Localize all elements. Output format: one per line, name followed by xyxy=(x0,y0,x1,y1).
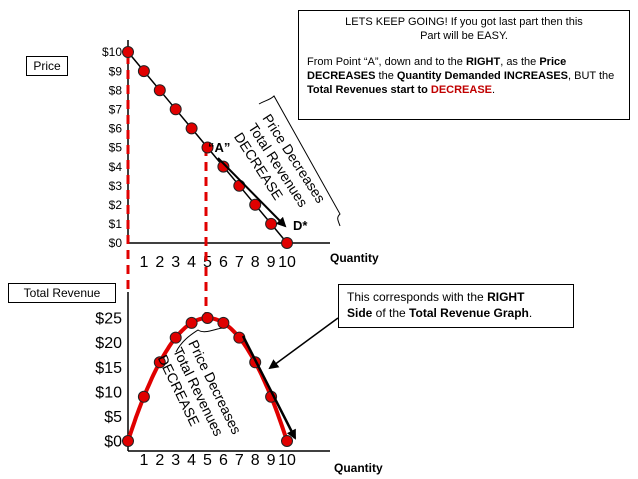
y-tick-label: $5 xyxy=(104,409,122,426)
x-tick-label: 9 xyxy=(267,254,276,271)
note-quantity: Quantity Demanded INCREASES xyxy=(396,70,569,82)
data-point xyxy=(281,435,293,447)
x-tick-label: 4 xyxy=(187,452,196,469)
correspondence-note: This corresponds with the RIGHT Side of t… xyxy=(338,284,574,328)
data-point xyxy=(169,331,182,344)
x-tick-label: 2 xyxy=(155,254,164,271)
data-point xyxy=(249,198,262,211)
note-text: , BUT the xyxy=(568,70,615,82)
note-heading: LETS KEEP GOING! If you got last part th… xyxy=(307,15,621,43)
note-text: . xyxy=(492,84,496,96)
y-tick-label: $4 xyxy=(109,160,123,174)
point-a-label: “A” xyxy=(208,140,230,155)
y-tick-label: $25 xyxy=(95,311,122,328)
side-note-text: This corresponds with the xyxy=(347,290,488,304)
pointer-arrow xyxy=(268,317,339,370)
side-note-trg: Total Revenue Graph xyxy=(409,306,529,320)
x-tick-label: 5 xyxy=(203,452,212,469)
side-note-text: of the xyxy=(372,306,410,320)
y-tick-label: $0 xyxy=(104,434,122,451)
y-tick-label: $8 xyxy=(109,83,123,97)
bottom-brace-text: Price Decreases Total Revenues DECREASE xyxy=(155,337,245,438)
total-revenue-axis-label-box: Total Revenue xyxy=(8,283,116,303)
data-point xyxy=(185,122,198,135)
y-tick-label: $6 xyxy=(109,122,123,136)
bottom-brace xyxy=(175,327,223,353)
y-tick-label: $3 xyxy=(109,179,123,193)
y-tick-label: $10 xyxy=(95,384,122,401)
data-point xyxy=(153,84,166,97)
x-tick-label: 8 xyxy=(251,254,260,271)
quantity-label-top: Quantity xyxy=(330,251,379,265)
side-note-right: RIGHT xyxy=(487,290,525,304)
y-tick-label: $2 xyxy=(109,198,123,212)
note-price: Price xyxy=(539,56,567,68)
note-text: From Point “A”, down and to the xyxy=(307,56,466,68)
top-brace xyxy=(258,95,341,227)
x-tick-label: 1 xyxy=(139,254,148,271)
x-tick-label: 10 xyxy=(278,254,296,271)
x-tick-label: 7 xyxy=(235,254,244,271)
side-note-text: . xyxy=(528,306,533,320)
x-tick-label: 5 xyxy=(203,254,212,271)
note-heading-line-1: LETS KEEP GOING! If you got last part th… xyxy=(345,16,583,28)
data-point xyxy=(201,141,214,154)
quantity-label-bottom: Quantity xyxy=(334,461,383,475)
note-body: From Point “A”, down and to the RIGHT, a… xyxy=(307,55,621,97)
x-tick-label: 3 xyxy=(171,254,180,271)
x-tick-label: 4 xyxy=(187,254,196,271)
data-point xyxy=(153,356,166,369)
data-point xyxy=(169,103,182,116)
y-tick-label: $20 xyxy=(95,335,122,352)
data-point xyxy=(233,179,246,192)
data-point xyxy=(137,65,150,78)
y-tick-label: $9 xyxy=(109,64,123,78)
note-right: RIGHT xyxy=(465,56,501,68)
y-tick-label: $0 xyxy=(109,236,123,250)
data-point xyxy=(122,435,134,447)
x-tick-label: 9 xyxy=(267,452,276,469)
note-text: the xyxy=(375,70,397,82)
top-decrease-arrow xyxy=(217,157,287,228)
y-tick-label: $10 xyxy=(102,45,122,59)
data-point xyxy=(217,160,230,173)
x-tick-label: 6 xyxy=(219,452,228,469)
x-tick-label: 6 xyxy=(219,254,228,271)
d-star-label: D* xyxy=(293,218,308,233)
y-tick-label: $15 xyxy=(95,360,122,377)
x-tick-label: 7 xyxy=(235,452,244,469)
x-tick-label: 1 xyxy=(139,452,148,469)
note-decreases: DECREASES xyxy=(307,70,376,82)
note-total-revenues: Total Revenues start to xyxy=(307,84,431,96)
y-tick-label: $5 xyxy=(109,141,123,155)
note-decrease: DECREASE xyxy=(430,84,493,96)
explanation-note: LETS KEEP GOING! If you got last part th… xyxy=(298,10,630,120)
data-point xyxy=(217,316,230,329)
y-tick-label: $1 xyxy=(109,217,123,231)
y-tick-label: $7 xyxy=(109,103,123,117)
side-note-side: Side xyxy=(347,306,373,320)
data-point xyxy=(137,390,150,403)
bottom-decrease-arrow xyxy=(241,335,297,440)
price-axis-label: Price xyxy=(33,59,61,73)
data-point xyxy=(122,46,134,58)
x-tick-label: 10 xyxy=(278,452,296,469)
x-tick-label: 8 xyxy=(251,452,260,469)
total-revenue-axis-label: Total Revenue xyxy=(23,286,101,300)
data-point xyxy=(185,316,198,329)
price-axis-label-box: Price xyxy=(26,56,68,76)
note-text: , as the xyxy=(500,56,540,68)
note-heading-line-2: Part will be EASY. xyxy=(420,30,508,42)
data-point xyxy=(265,217,278,230)
x-tick-label: 2 xyxy=(155,452,164,469)
x-tick-label: 3 xyxy=(171,452,180,469)
data-point xyxy=(201,312,214,324)
data-point xyxy=(281,237,293,249)
